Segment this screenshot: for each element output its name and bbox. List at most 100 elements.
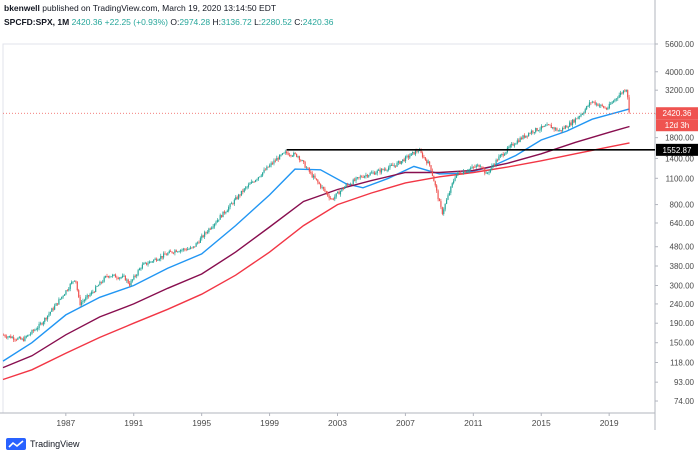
candle-body xyxy=(232,203,234,205)
candle-body xyxy=(424,157,426,160)
candle-body xyxy=(195,243,197,247)
candle-body xyxy=(477,164,479,166)
candle-body xyxy=(525,135,527,138)
candle-body xyxy=(604,107,606,109)
candle-body xyxy=(621,92,623,94)
candle-body xyxy=(505,152,507,155)
candle-body xyxy=(295,153,298,157)
candle-body xyxy=(407,155,409,158)
candle-body xyxy=(328,195,330,199)
y-tick-label: 240.00 xyxy=(670,300,695,309)
candle-body xyxy=(235,197,237,200)
y-tick-label: 190.00 xyxy=(670,319,695,328)
candle-body xyxy=(601,104,603,107)
candle-body xyxy=(335,193,337,197)
candle-body xyxy=(484,168,486,174)
candle-body xyxy=(348,184,350,186)
candle-body xyxy=(614,99,616,102)
candle-body xyxy=(557,130,559,132)
candle-body xyxy=(273,160,275,164)
candle-body xyxy=(266,166,268,170)
candle-body xyxy=(458,172,460,174)
candle-body xyxy=(362,177,364,178)
candle-body xyxy=(537,130,540,132)
candle-body xyxy=(213,223,216,227)
candle-body xyxy=(571,119,574,125)
candle-body xyxy=(247,184,250,187)
candle-body xyxy=(488,172,490,173)
candle-body xyxy=(518,140,520,142)
candle-body xyxy=(404,156,407,162)
candle-body xyxy=(236,197,238,199)
candle-body xyxy=(607,108,609,110)
candle-body xyxy=(96,286,98,287)
candle-body xyxy=(321,186,323,188)
candle-body xyxy=(28,334,30,336)
candle-body xyxy=(89,294,91,297)
candle-body xyxy=(542,126,544,127)
candle-body xyxy=(20,337,22,340)
candle-body xyxy=(468,169,470,172)
candle-body xyxy=(559,129,561,131)
candle-body xyxy=(389,165,391,168)
candle-body xyxy=(97,285,100,287)
candle-body xyxy=(75,280,77,282)
candle-body xyxy=(318,182,320,185)
candle-body xyxy=(598,105,600,107)
candle-body xyxy=(269,165,271,168)
candle-body xyxy=(535,127,537,133)
candle-body xyxy=(515,143,517,145)
candle-body xyxy=(291,155,293,157)
candle-body xyxy=(221,215,223,218)
candle-body xyxy=(245,187,247,189)
candle-body xyxy=(511,143,513,146)
candle-body xyxy=(69,283,71,289)
candle-body xyxy=(627,89,629,98)
candle-body xyxy=(281,153,284,155)
tradingview-brand[interactable]: TradingView xyxy=(30,439,80,449)
candle-body xyxy=(185,249,187,251)
candle-body xyxy=(280,154,282,156)
candle-body xyxy=(369,173,371,176)
candle-body xyxy=(279,154,281,160)
candle-body xyxy=(520,137,523,140)
candle-body xyxy=(355,177,357,181)
candle-body xyxy=(58,299,60,305)
candle-body xyxy=(85,297,87,301)
candle-body xyxy=(218,219,220,221)
x-tick-label: 2011 xyxy=(464,418,483,428)
candle-body xyxy=(591,101,593,103)
candle-body xyxy=(253,181,255,183)
candle-body xyxy=(552,127,554,129)
candle-body xyxy=(72,281,74,283)
candle-body xyxy=(181,249,183,251)
candle-body xyxy=(162,253,165,258)
candle-body xyxy=(56,303,59,305)
candle-body xyxy=(509,145,511,148)
candle-body xyxy=(434,181,436,186)
candle-body xyxy=(63,294,66,296)
candle-body xyxy=(543,125,545,127)
candle-body xyxy=(307,167,309,169)
candle-body xyxy=(387,167,390,171)
candle-body xyxy=(78,290,80,298)
candle-body xyxy=(593,101,595,103)
candle-body xyxy=(120,277,122,278)
y-tick-label: 4000.00 xyxy=(665,68,694,77)
candle-body xyxy=(252,181,254,183)
candle-body xyxy=(171,251,173,253)
candle-body xyxy=(547,124,550,126)
candle-body xyxy=(55,303,57,306)
candle-body xyxy=(622,90,625,94)
candle-body xyxy=(211,227,213,230)
author-name[interactable]: bkenwell xyxy=(4,3,40,13)
candle-body xyxy=(79,297,81,306)
candle-body xyxy=(194,246,196,248)
candle-body xyxy=(49,311,52,314)
candle-body xyxy=(254,180,257,182)
candle-body xyxy=(359,176,361,178)
candle-body xyxy=(199,238,201,243)
current-price-label: 2420.36 xyxy=(663,109,692,118)
candle-body xyxy=(447,195,449,200)
